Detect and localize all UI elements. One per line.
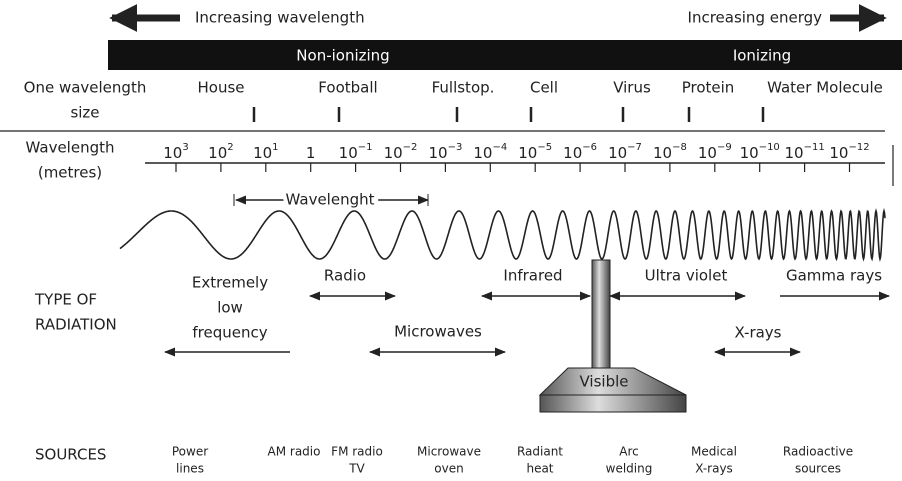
scale-exponent: 3	[182, 142, 188, 153]
size-object: Football	[318, 79, 377, 97]
scale-label: 10−3	[428, 142, 462, 162]
dimension-label: Wavelenght	[286, 191, 375, 209]
section-label: TYPE OF	[34, 291, 97, 309]
scale-exponent: −7	[627, 142, 642, 153]
scale-base: 10	[163, 144, 182, 162]
radiation-type: Gamma rays	[786, 267, 882, 285]
radiation-type: Microwaves	[394, 323, 482, 341]
scale-label: 10−10	[740, 142, 780, 162]
source: Medical	[691, 445, 737, 459]
source: FM radio	[331, 445, 383, 459]
scale-base: 10	[563, 144, 582, 162]
radiation-type: X-rays	[735, 324, 782, 342]
scale-label: 10−12	[829, 142, 869, 162]
source: Radiant	[517, 445, 563, 459]
scale-exponent: −6	[582, 142, 597, 153]
source: Arc	[619, 445, 638, 459]
spectrum-diagram: Increasing wavelength Increasing energy …	[0, 0, 902, 481]
scale-label: 10−5	[518, 142, 552, 162]
scale-exponent: −2	[403, 142, 418, 153]
scale-label: 10−9	[698, 142, 732, 162]
source: X-rays	[695, 462, 733, 476]
scale-label: 102	[208, 142, 233, 162]
scale-exponent: −1	[358, 142, 373, 153]
scale-label: 103	[163, 142, 188, 162]
scale-base: 10	[653, 144, 672, 162]
scale-exponent: −11	[804, 142, 825, 153]
size-object: Cell	[530, 79, 558, 97]
source: TV	[348, 462, 365, 476]
scale-label: 10−6	[563, 142, 597, 162]
scale-label: 10−7	[608, 142, 642, 162]
band-label: Ionizing	[733, 47, 791, 65]
scale-label: 1	[306, 144, 316, 162]
scale-base: 10	[208, 144, 227, 162]
header-label: Increasing wavelength	[195, 9, 365, 27]
scale-exponent: −9	[717, 142, 732, 153]
radiation-type: Visible	[580, 373, 629, 391]
scale-label: 10−2	[384, 142, 418, 162]
size-object: House	[197, 79, 244, 97]
scale-exponent: 1	[272, 142, 278, 153]
scale-base: 10	[740, 144, 759, 162]
size-object: Water Molecule	[767, 79, 883, 97]
scale-base: 1	[306, 144, 316, 162]
lamp-base	[540, 395, 686, 412]
source: Power	[172, 445, 208, 459]
scale-base: 10	[518, 144, 537, 162]
scale-base: 10	[253, 144, 272, 162]
size-object: Protein	[682, 79, 735, 97]
source: sources	[795, 462, 841, 476]
scale-label: 10−8	[653, 142, 687, 162]
radiation-type: Radio	[324, 267, 366, 285]
radiation-type: Infrared	[503, 267, 562, 285]
source: heat	[526, 462, 553, 476]
scale-base: 10	[473, 144, 492, 162]
lamp-rod	[592, 260, 610, 368]
radiation-type: Ultra violet	[645, 267, 728, 285]
scale-label: 10−11	[784, 142, 824, 162]
row-label: One wavelength	[24, 79, 147, 97]
scale-exponent: −4	[492, 142, 507, 153]
scale-exponent: −8	[672, 142, 687, 153]
source: welding	[606, 462, 653, 476]
source: Radioactive	[783, 445, 853, 459]
scale-exponent: 2	[227, 142, 233, 153]
scale-exponent: −3	[448, 142, 463, 153]
scale-base: 10	[428, 144, 447, 162]
radiation-type: low	[217, 299, 243, 317]
radiation-type: frequency	[192, 324, 267, 342]
band-label: Non-ionizing	[296, 47, 389, 65]
row-label: size	[70, 104, 99, 122]
scale-label: 10−1	[339, 142, 373, 162]
scale-base: 10	[608, 144, 627, 162]
scale-exponent: −12	[848, 142, 869, 153]
scale-exponent: −10	[759, 142, 780, 153]
scale-base: 10	[698, 144, 717, 162]
section-label: SOURCES	[35, 446, 106, 464]
size-object: Virus	[613, 79, 651, 97]
scale-label: 101	[253, 142, 278, 162]
row-label: Wavelength	[26, 139, 115, 157]
section-label: RADIATION	[35, 316, 117, 334]
header-label: Increasing energy	[688, 9, 823, 27]
source: AM radio	[268, 445, 321, 459]
wave	[120, 211, 885, 259]
scale-base: 10	[829, 144, 848, 162]
row-label: (metres)	[38, 164, 102, 182]
scale-exponent: −5	[537, 142, 552, 153]
source: lines	[176, 462, 204, 476]
size-object: Fullstop.	[432, 79, 495, 97]
radiation-type: Extremely	[192, 274, 268, 292]
scale-base: 10	[339, 144, 358, 162]
scale-label: 10−4	[473, 142, 507, 162]
scale-base: 10	[384, 144, 403, 162]
source: Microwave	[417, 445, 481, 459]
source: oven	[434, 462, 463, 476]
scale-base: 10	[784, 144, 803, 162]
